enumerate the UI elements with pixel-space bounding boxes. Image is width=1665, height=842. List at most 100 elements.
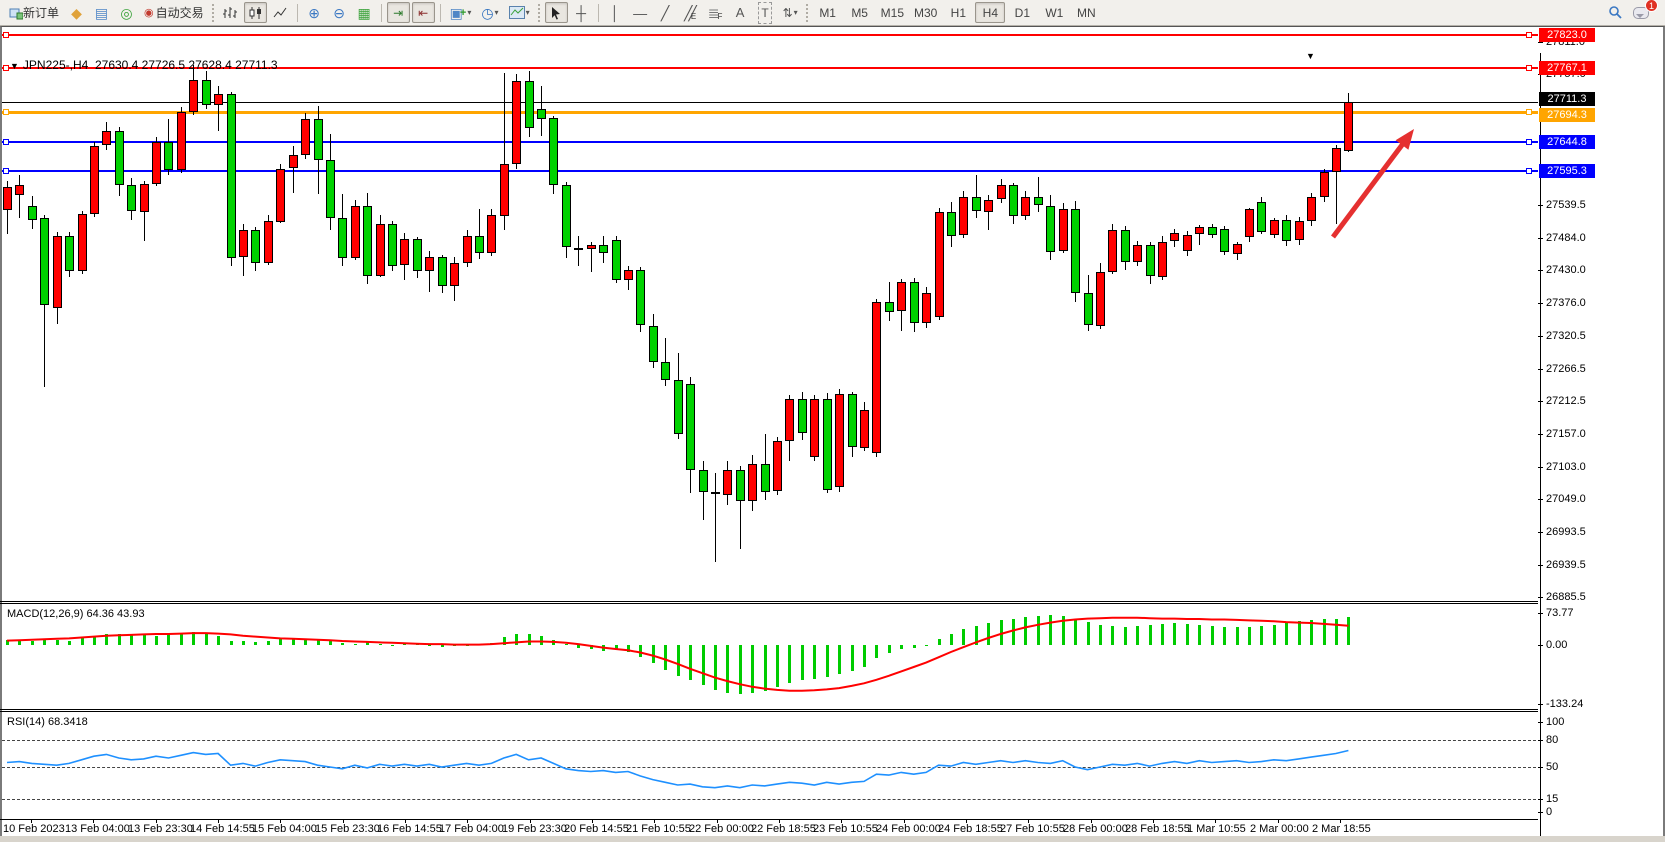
crosshair-button[interactable]: ┼ [576,4,587,21]
horizontal-line-object[interactable] [2,141,1538,143]
timeframe-m5-button[interactable]: M5 [851,5,868,20]
tile-windows-button[interactable]: ▦ [357,4,371,21]
candle-bear [549,118,558,185]
search-button[interactable] [1604,2,1627,23]
candle-bear [661,362,670,380]
line-handle[interactable] [3,139,9,145]
macd-histogram-bar [6,640,9,645]
zoom-in-button[interactable]: ⊕ [308,4,320,21]
horizontal-line-object[interactable] [2,67,1538,69]
bar-chart-button[interactable] [219,2,242,23]
date-tick [1278,819,1279,823]
line-handle[interactable] [3,109,9,115]
macd-histogram-bar [950,634,953,645]
macd-histogram-bar [875,645,878,658]
rsi-tick-label: 15 [1546,793,1559,805]
channel-tool[interactable]: ╱╱ E [683,4,697,21]
horizontal-line-tool[interactable]: — [633,4,648,21]
macd-histogram-bar [490,643,493,645]
line-handle[interactable] [3,32,9,38]
macd-histogram-bar [254,642,257,645]
candle-bull [1059,209,1068,251]
text-tool[interactable]: A [735,4,745,20]
chevron-down-icon[interactable]: ▼ [10,61,19,71]
periods-button[interactable]: ◷ ▾ [481,4,499,21]
timeframe-h1-button[interactable]: H1 [950,5,967,20]
candle-bear [65,236,74,271]
horizontal-line-object[interactable] [2,34,1538,36]
line-handle[interactable] [3,168,9,174]
macd-histogram-bar [68,641,71,645]
auto-trading-icon: ◉ [144,6,154,19]
macd-histogram-bar [403,643,406,645]
line-handle[interactable] [1526,32,1532,38]
macd-histogram-bar [31,641,34,645]
macd-histogram-bar [677,645,680,676]
date-tick [966,819,967,823]
macd-histogram-bar [962,629,965,645]
candlestick-chart-button[interactable] [243,2,267,23]
text-label-tool[interactable]: T [754,1,777,24]
line-handle[interactable] [1526,109,1532,115]
price-tick [1538,303,1543,304]
line-handle[interactable] [1526,65,1532,71]
timeframe-h4-button[interactable]: H4 [975,2,1006,23]
macd-histogram-bar [788,645,791,683]
notifications-button[interactable]: 1 [1629,0,1658,23]
new-chart-button[interactable]: ▣ + ▾ [449,4,472,21]
macd-histogram-bar [267,641,270,645]
toolbar-grip [805,3,809,22]
timeframe-mn-button[interactable]: MN [1077,5,1096,20]
macd-histogram-bar [1136,626,1139,645]
macd-histogram-bar [615,645,618,650]
arrows-tool[interactable]: ⇅ ▾ [779,2,802,23]
line-chart-button[interactable] [269,2,292,23]
gold-icon[interactable]: ◆ [71,4,82,21]
timeframe-m15-button[interactable]: M15 [880,5,904,20]
rsi-tick-label: 0 [1546,806,1553,818]
templates-button[interactable]: ▾ [505,2,534,23]
horizontal-line-object[interactable] [2,111,1538,114]
macd-histogram-bar [1186,624,1189,645]
macd-histogram-bar [1260,626,1263,645]
cursor-button[interactable] [544,2,568,23]
macd-histogram-bar [155,636,158,645]
candle-bear [127,185,136,211]
timeframe-m1-button[interactable]: M1 [819,5,836,20]
date-tick [1340,819,1341,823]
chevron-down-icon: ▾ [467,7,472,17]
rsi-level-line [2,799,1536,800]
macd-histogram-bar [1285,623,1288,645]
candle-bull [3,187,12,210]
macd-histogram-bar [292,638,295,645]
zoom-out-button[interactable]: ⊖ [333,4,345,21]
line-handle[interactable] [3,65,9,71]
new-order-button[interactable]: 新订单 [5,2,63,23]
timeframe-m30-button[interactable]: M30 [914,5,938,20]
signal-radar-icon[interactable]: ◎ [120,4,133,21]
auto-trading-button[interactable]: ◉ 自动交易 [140,2,208,23]
candle-bull [53,236,62,308]
date-label: 20 Feb 14:55 [564,823,629,835]
horizontal-line-object[interactable] [2,170,1538,172]
market-watch-icon[interactable]: ▤ [94,4,109,21]
macd-histogram-bar [391,645,394,646]
timeframe-d1-button[interactable]: D1 [1014,5,1031,20]
vertical-line-tool[interactable]: │ [610,4,620,21]
fibonacci-tool[interactable]: ≣ F [707,4,723,21]
timeframe-w1-button[interactable]: W1 [1045,5,1064,20]
trendline-tool[interactable]: ╱ [660,4,670,21]
candle-wick [1199,225,1200,245]
line-handle[interactable] [1526,139,1532,145]
price-tick [1538,467,1543,468]
candle-bull [587,245,596,249]
macd-histogram-bar [1161,624,1164,645]
candle-bull [1158,242,1167,277]
macd-histogram-bar [1310,620,1313,645]
candle-wick [1038,177,1039,212]
chart-shift-button[interactable]: ⇤ [411,2,435,23]
macd-histogram-bar [416,644,419,645]
auto-scroll-button[interactable]: ⇥ [386,2,410,23]
candle-bear [1208,227,1217,235]
line-handle[interactable] [1526,168,1532,174]
